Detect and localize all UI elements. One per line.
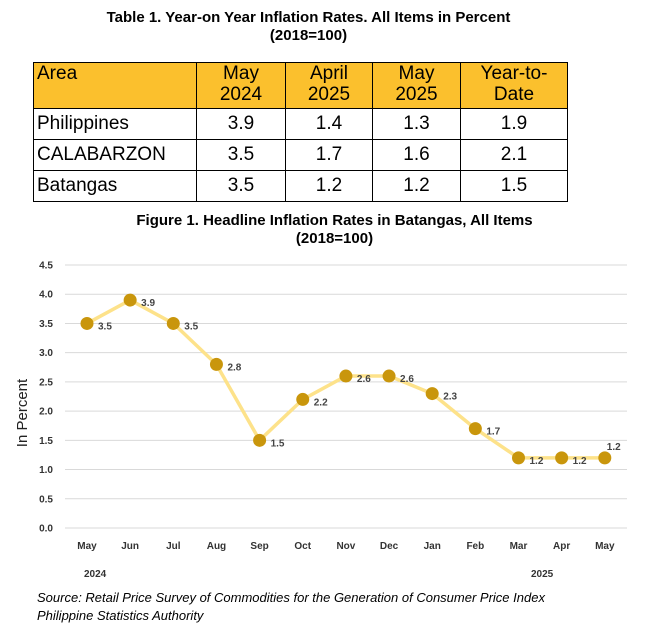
source-agency: Philippine Statistics Authority: [37, 608, 204, 623]
inflation-table: Area May 2024 April 2025 May 2025 Year-to- D…: [33, 62, 568, 202]
header-april-2025: April 2025: [285, 62, 373, 109]
cell-value: 1.3: [372, 108, 461, 140]
row-area: Batangas: [33, 170, 197, 202]
header-may-2025: May 2025: [372, 62, 461, 109]
y-tick-label: 2.0: [39, 407, 53, 418]
data-label: 3.9: [141, 298, 155, 309]
x-axis-ticks: May Jun Jul Aug Sep Oct Nov Dec Jan Feb Mar Apr May: [77, 541, 615, 552]
x-tick-label: Dec: [380, 541, 399, 552]
y-axis-ticks: 0.0 0.5 1.0 1.5 2.0 2.5 3.0 3.5 4.0 4.5: [39, 261, 53, 535]
header-area: Area: [33, 62, 197, 109]
cell-value: 3.5: [196, 170, 286, 202]
x-tick-label: Sep: [250, 541, 268, 552]
cell-value: 1.9: [460, 108, 568, 140]
x-tick-label: May: [595, 541, 615, 552]
y-tick-label: 1.0: [39, 465, 53, 476]
data-label: 3.5: [98, 321, 112, 332]
table-subtitle: (2018=100): [269, 27, 348, 44]
data-point: [555, 451, 569, 465]
x-tick-label: Feb: [466, 541, 484, 552]
data-point: [598, 451, 612, 465]
cell-value: 1.5: [460, 170, 568, 202]
row-area: CALABARZON: [33, 139, 197, 171]
chart-title: Figure 1. Headline Inflation Rates in Ba…: [136, 212, 533, 229]
x-tick-label: Oct: [294, 541, 311, 552]
data-label: 2.2: [314, 397, 328, 408]
data-point: [512, 451, 525, 465]
data-point: [123, 293, 137, 307]
y-tick-label: 2.5: [39, 377, 53, 388]
header-may-2024: May 2024: [196, 62, 286, 109]
year-label-2024: 2024: [84, 569, 107, 580]
table-row: Philippines 3.9 1.4 1.3 1.9: [33, 108, 568, 140]
x-tick-label: Nov: [336, 541, 355, 552]
cell-value: 1.6: [372, 139, 461, 171]
data-point: [468, 422, 482, 436]
year-label-2025: 2025: [531, 569, 554, 580]
y-tick-label: 0.0: [39, 524, 53, 535]
row-area: Philippines: [33, 108, 197, 140]
data-point: [296, 392, 310, 406]
x-tick-label: Apr: [553, 541, 570, 552]
cell-value: 1.4: [285, 108, 373, 140]
table-row: Batangas 3.5 1.2 1.2 1.5: [33, 170, 568, 202]
data-label: 2.8: [227, 362, 241, 373]
data-point: [382, 369, 396, 383]
data-label: 1.5: [271, 438, 285, 449]
data-label: 1.2: [530, 456, 544, 467]
cell-value: 1.2: [372, 170, 461, 202]
data-labels: 3.5 3.9 3.5 2.8 1.5 2.2 2.6 2.6 2.3 1.7 1.2 1.2 1.2: [98, 298, 621, 467]
cell-value: 1.2: [285, 170, 373, 202]
y-axis-label: In Percent: [14, 378, 31, 447]
x-tick-label: Aug: [207, 541, 226, 552]
data-points: [80, 293, 612, 465]
table-title: Table 1. Year-on Year Inflation Rates. A…: [106, 9, 511, 26]
data-label: 1.7: [486, 427, 500, 438]
data-label: 3.5: [184, 321, 198, 332]
data-point: [425, 387, 439, 401]
y-tick-label: 4.0: [39, 290, 53, 301]
cell-value: 2.1: [460, 139, 568, 171]
y-tick-label: 3.0: [39, 348, 53, 359]
table-header-row: Area May 2024 April 2025 May 2025 Year-to- D…: [33, 62, 568, 109]
x-tick-label: Jul: [166, 541, 181, 552]
y-tick-label: 4.5: [39, 261, 53, 272]
data-label: 2.6: [357, 374, 371, 385]
line-chart: 0.0 0.5 1.0 1.5 2.0 2.5 3.0 3.5 4.0 4.5 May Jun Jul…: [14, 261, 627, 580]
x-tick-label: Jan: [424, 541, 441, 552]
y-tick-label: 3.5: [39, 319, 53, 330]
data-point: [339, 369, 353, 383]
data-point: [209, 357, 223, 371]
data-label: 2.3: [443, 392, 457, 403]
data-point: [166, 316, 180, 330]
header-year-to-date: Year-to- Date: [460, 62, 568, 109]
cell-value: 3.9: [196, 108, 286, 140]
data-point: [80, 316, 94, 330]
source-note: Source: Retail Price Survey of Commoditi…: [37, 590, 545, 605]
x-tick-label: May: [77, 541, 97, 552]
chart-subtitle: (2018=100): [295, 230, 374, 247]
data-label: 1.2: [573, 456, 587, 467]
y-tick-label: 1.5: [39, 436, 53, 447]
x-tick-label: Mar: [510, 541, 528, 552]
x-tick-label: Jun: [121, 541, 139, 552]
data-point: [253, 433, 267, 447]
y-tick-label: 0.5: [39, 494, 53, 505]
data-label: 2.6: [400, 374, 414, 385]
table-row: CALABARZON 3.5 1.7 1.6 2.1: [33, 139, 568, 171]
data-label: 1.2: [607, 442, 621, 453]
